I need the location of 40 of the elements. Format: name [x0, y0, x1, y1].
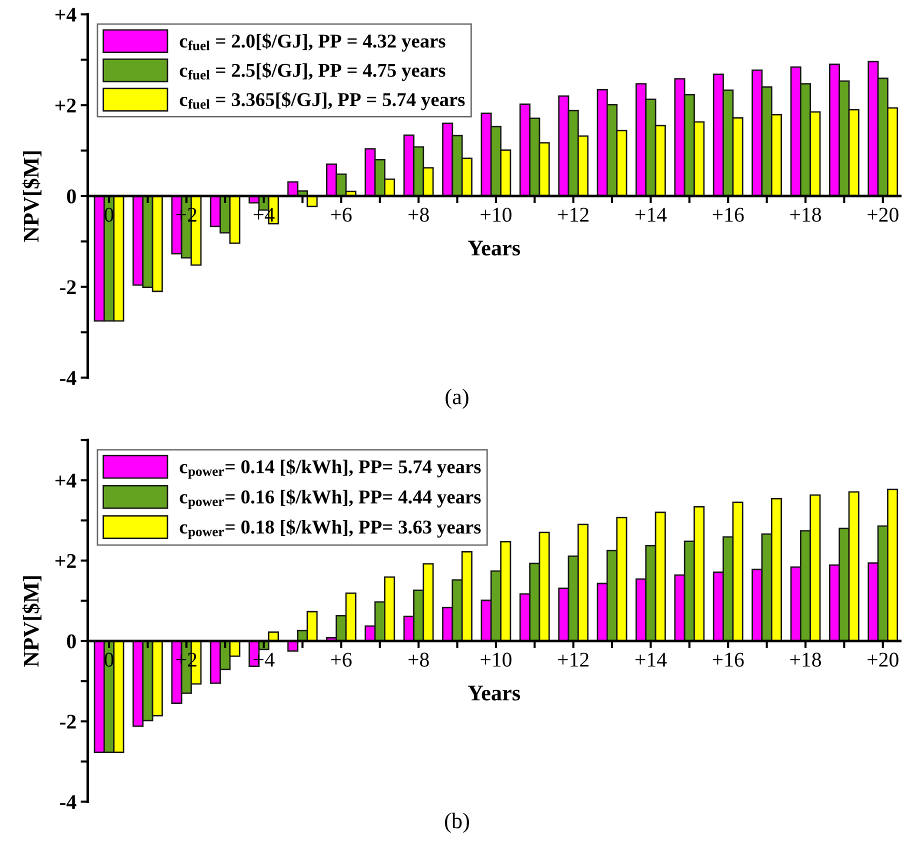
y-tick-label: +2 — [55, 98, 76, 112]
x-tick-label: +8 — [408, 208, 429, 222]
legend-label: c$_{fuel}$ = 2.0[$/GJ], PP = 4.32 years — [180, 33, 446, 52]
x-tick-label: +16 — [712, 208, 744, 222]
y-tick-label: -2 — [60, 714, 76, 729]
x-tick-label: +6 — [331, 652, 352, 667]
legend-label: c$_{power}$= 0.18 [$/kWh], PP= 3.63 years — [180, 519, 481, 540]
y-tick-label: 0 — [67, 189, 76, 204]
x-tick-label: +6 — [331, 208, 352, 222]
text: (b) — [445, 812, 469, 833]
x-tick-label: +18 — [790, 208, 821, 222]
x-tick-label: +14 — [635, 652, 667, 667]
y-tick-label: -2 — [60, 280, 76, 294]
y-axis-title: NPV[$M] — [22, 576, 42, 667]
x-tick-label: +10 — [480, 208, 512, 222]
x-axis-title: Years — [468, 686, 520, 700]
x-tick-label: +12 — [558, 652, 588, 667]
x-tick-label: +14 — [635, 208, 667, 222]
legend-label: c$_{power}$= 0.16 [$/kWh], PP= 4.44 years — [180, 489, 481, 509]
y-tick-label: -4 — [60, 371, 76, 385]
y-tick-label: +4 — [55, 474, 76, 488]
x-tick-label: +2 — [176, 208, 196, 222]
x-tick-label: +20 — [868, 208, 898, 222]
y-axis-title: NPV[$M] — [22, 151, 42, 242]
x-tick-label: +20 — [868, 652, 898, 667]
y-tick-label: -4 — [60, 795, 76, 809]
x-tick-label: +10 — [480, 652, 512, 667]
x-tick-label: +8 — [408, 652, 429, 667]
x-tick-label: +16 — [712, 652, 744, 667]
text: (a) — [446, 388, 468, 409]
x-axis-title: Years — [468, 240, 520, 256]
y-tick-label: +4 — [55, 8, 76, 22]
legend-label: c$_{power}$= 0.14 [$/kWh], PP= 5.74 years — [180, 459, 481, 479]
y-tick-label: +2 — [55, 554, 76, 568]
legend-label: c$_{fuel}$ = 2.5[$/GJ], PP = 4.75 years — [180, 62, 446, 81]
legend-label: c$_{fuel}$ = 3.365[$/GJ], PP = 5.74 years — [180, 92, 465, 110]
x-tick-label: +18 — [790, 652, 821, 667]
x-tick-label: +12 — [558, 208, 588, 222]
x-tick-label: +2 — [176, 652, 196, 667]
y-tick-label: 0 — [67, 634, 76, 648]
